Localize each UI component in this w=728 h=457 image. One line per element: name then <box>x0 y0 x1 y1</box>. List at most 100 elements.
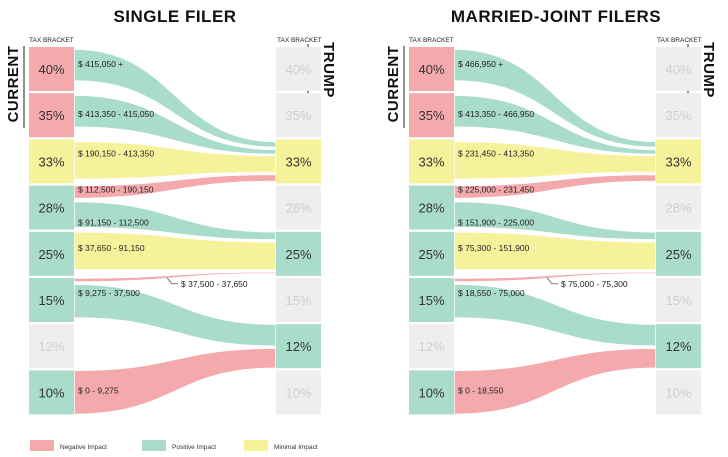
trump-bracket-box <box>276 324 321 369</box>
current-bracket-box <box>409 324 454 369</box>
current-bracket-rate: 15% <box>418 293 444 308</box>
trump-bracket-box <box>656 231 701 276</box>
flow-range-label: $ 466,950 + <box>458 59 503 69</box>
current-bracket-rate: 10% <box>418 385 444 400</box>
trump-bracket-box <box>656 185 701 230</box>
current-column-header: TAX BRACKET <box>409 37 454 44</box>
current-bracket-box <box>29 324 74 369</box>
legend-label: Negative Impact <box>60 444 107 451</box>
trump-bracket-rate: 12% <box>285 339 311 354</box>
current-bracket-box <box>409 278 454 322</box>
flow-range-label: $ 37,500 - 37,650 <box>181 279 248 289</box>
trump-bracket-box <box>276 93 321 138</box>
current-bracket-box <box>29 93 74 138</box>
current-bracket-box <box>409 47 454 91</box>
panel-married-joint: MARRIED-JOINT FILERS TAX BRACKET TAX BRACK… <box>385 7 717 416</box>
current-bracket-box <box>409 370 454 415</box>
current-bracket-rate: 25% <box>418 247 444 262</box>
current-bracket-box <box>29 47 74 91</box>
flow-group <box>73 48 277 416</box>
trump-bracket-box <box>656 139 701 184</box>
trump-bracket-box <box>276 278 321 322</box>
trump-bracket-box <box>276 47 321 91</box>
current-bracket-rate: 12% <box>418 339 444 354</box>
trump-side-label: TRUMP <box>700 42 717 98</box>
current-bracket-rate: 35% <box>38 108 64 123</box>
current-bracket-rate: 15% <box>38 293 64 308</box>
trump-bracket-rate: 25% <box>665 247 691 262</box>
flow-range-label: $ 190,150 - 413,350 <box>78 148 154 158</box>
legend-swatch-minimal <box>244 440 268 451</box>
trump-bracket-rate: 12% <box>665 339 691 354</box>
trump-bracket-rate: 10% <box>665 385 691 400</box>
current-bracket-rate: 33% <box>38 154 64 169</box>
current-bracket-rate: 28% <box>38 201 64 216</box>
trump-bracket-rate: 25% <box>285 247 311 262</box>
panel-title: SINGLE FILER <box>113 7 236 26</box>
flow-range-label: $ 225,000 - 231,450 <box>458 185 534 195</box>
flow-range-label: $ 37,650 - 91,150 <box>78 243 145 253</box>
trump-bracket-box <box>276 139 321 184</box>
current-bracket-rate: 25% <box>38 247 64 262</box>
panel-title: MARRIED-JOINT FILERS <box>451 7 661 26</box>
trump-bracket-rate: 15% <box>665 293 691 308</box>
flow-range-label: $ 75,000 - 75,300 <box>561 279 628 289</box>
trump-bracket-rate: 10% <box>285 385 311 400</box>
current-bracket-box <box>409 185 454 230</box>
current-bracket-rate: 28% <box>418 201 444 216</box>
trump-column-header: TAX BRACKET <box>277 37 322 44</box>
current-bracket-rate: 33% <box>418 154 444 169</box>
trump-bracket-rate: 28% <box>665 201 691 216</box>
current-bracket-rate: 35% <box>418 108 444 123</box>
flow-range-label: $ 0 - 18,550 <box>458 385 504 395</box>
trump-bracket-box <box>276 185 321 230</box>
trump-bracket-rate: 28% <box>285 201 311 216</box>
flow-range-label: $ 151,900 - 225,000 <box>458 218 534 228</box>
callout-leader <box>166 277 178 285</box>
current-side-label: CURRENT <box>385 46 402 123</box>
legend-label: Positive Impact <box>172 444 216 451</box>
flow-range-label: $ 413,350 - 466,950 <box>458 109 534 119</box>
trump-bracket-rate: 35% <box>285 108 311 123</box>
trump-bracket-box <box>656 47 701 91</box>
callout-leader <box>546 277 558 285</box>
trump-bracket-rate: 33% <box>665 154 691 169</box>
current-bracket-box <box>409 93 454 138</box>
current-bracket-box <box>29 370 74 415</box>
current-bracket-box <box>29 185 74 230</box>
trump-bracket-rate: 33% <box>285 154 311 169</box>
current-bracket-box <box>29 278 74 322</box>
current-bracket-box <box>29 231 74 276</box>
current-bracket-rate: 12% <box>38 339 64 354</box>
current-bracket-rate: 40% <box>418 62 444 77</box>
legend: Negative Impact Positive Impact Minimal Im… <box>30 440 318 451</box>
current-side-label: CURRENT <box>5 46 22 123</box>
flow-range-label: $ 75,300 - 151,900 <box>458 243 530 253</box>
trump-bracket-box <box>276 370 321 415</box>
trump-side-label: TRUMP <box>320 42 337 98</box>
flow-range-label: $ 18,550 - 75,000 <box>458 288 525 298</box>
current-bracket-box <box>409 231 454 276</box>
current-column-header: TAX BRACKET <box>29 37 74 44</box>
trump-bracket-rate: 40% <box>665 62 691 77</box>
legend-label: Minimal Impact <box>274 444 318 451</box>
flow-range-label: $ 231,450 - 413,350 <box>458 148 534 158</box>
current-bracket-box <box>29 139 74 184</box>
panel-single-filer: SINGLE FILER TAX BRACKET TAX BRACKET CURREN… <box>5 7 337 416</box>
flow-band-negative <box>453 347 657 416</box>
legend-swatch-positive <box>142 440 166 451</box>
flow-range-label: $ 91,150 - 112,500 <box>78 218 149 228</box>
flow-range-label: $ 413,350 - 415,050 <box>78 109 154 119</box>
trump-column-header: TAX BRACKET <box>657 37 702 44</box>
current-bracket-rate: 10% <box>38 385 64 400</box>
flow-range-label: $ 415,050 + <box>78 59 123 69</box>
flow-range-label: $ 112,500 - 190,150 <box>78 185 154 195</box>
flow-group <box>453 48 657 416</box>
trump-bracket-rate: 15% <box>285 293 311 308</box>
trump-bracket-box <box>656 278 701 322</box>
trump-bracket-box <box>656 93 701 138</box>
flow-range-label: $ 0 - 9,275 <box>78 385 119 395</box>
current-bracket-rate: 40% <box>38 62 64 77</box>
